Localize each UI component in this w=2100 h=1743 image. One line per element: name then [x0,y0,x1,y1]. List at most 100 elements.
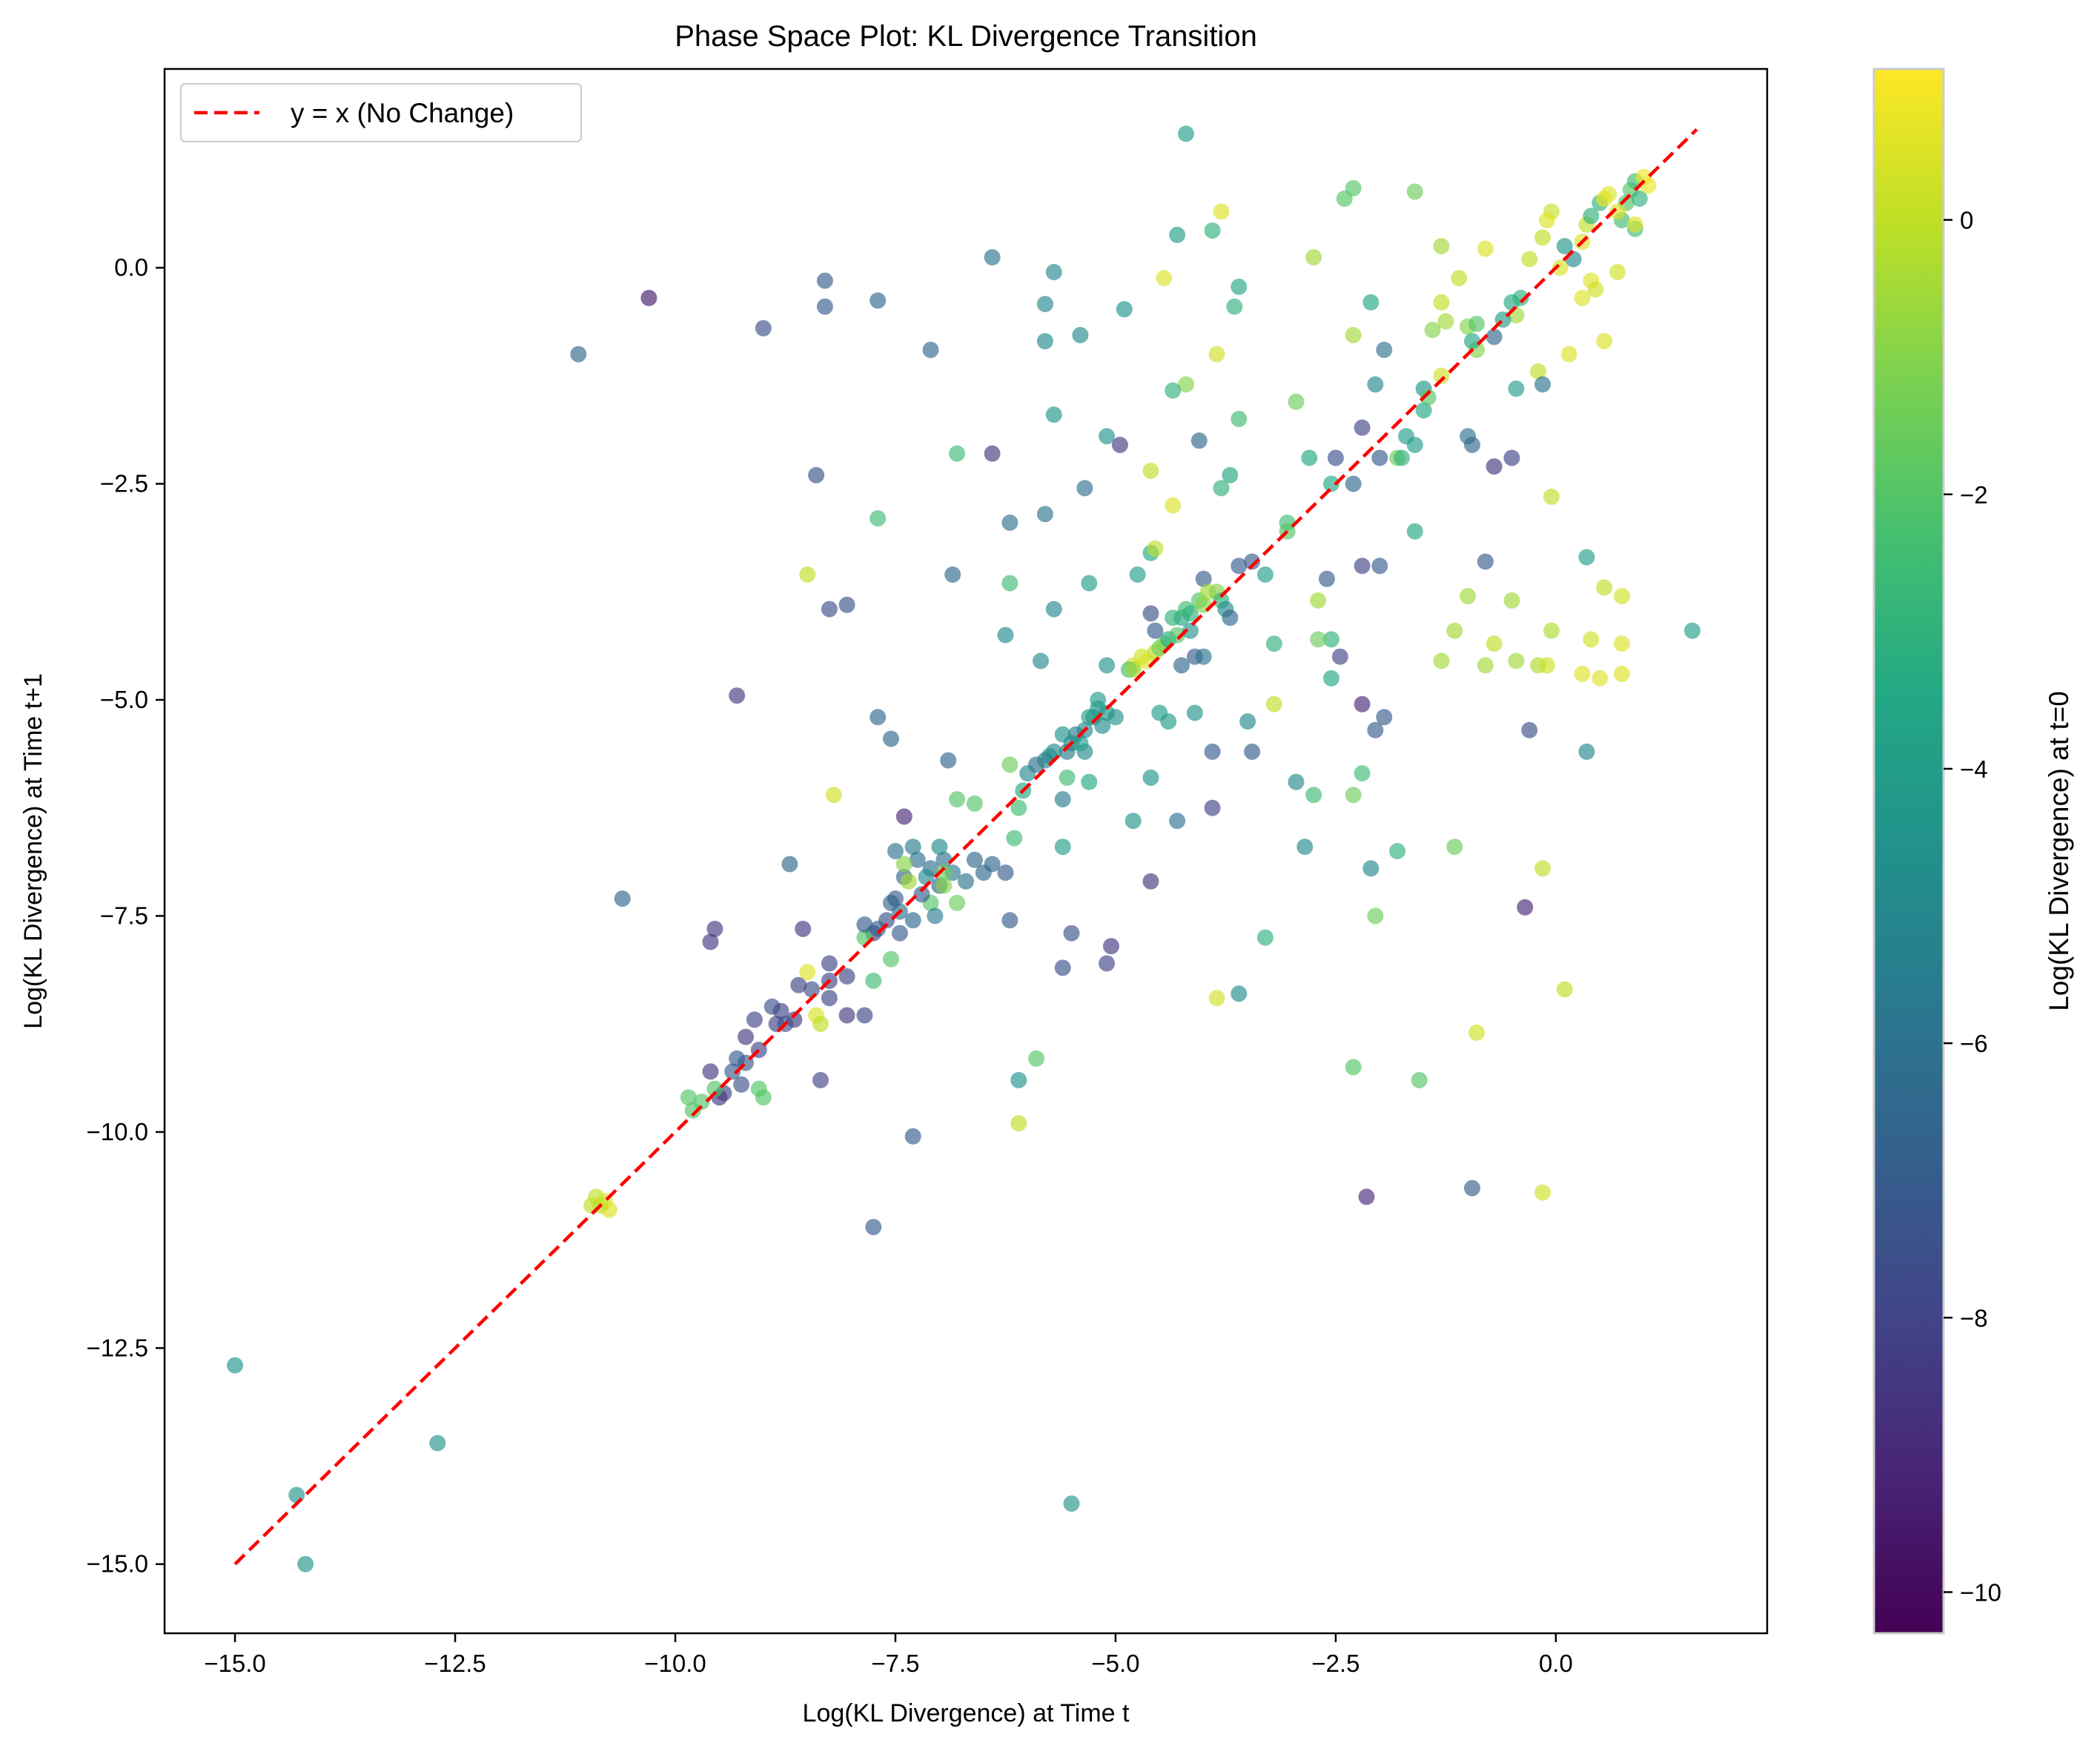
scatter-point [1054,726,1071,743]
scatter-point [1583,631,1600,648]
scatter-point [1165,497,1182,514]
scatter-point [1045,406,1062,423]
scatter-point [1362,860,1379,877]
scatter-point [1451,270,1468,287]
scatter-point [1354,419,1371,436]
scatter-point [812,1071,829,1088]
scatter-point [1358,1188,1375,1205]
scatter-point [997,626,1014,644]
scatter-point [891,925,908,942]
scatter-point [1081,575,1098,592]
scatter-point [1063,925,1080,942]
scatter-point [966,795,983,812]
scatter-point [1534,229,1551,246]
scatter-point [1551,259,1569,277]
scatter-point [870,292,887,309]
x-axis-label: Log(KL Divergence) at Time t [803,1699,1130,1727]
scatter-point [1001,515,1018,531]
scatter-point [1600,186,1617,202]
scatter-point [913,886,930,903]
scatter-point [1543,622,1560,639]
scatter-point [900,873,917,890]
scatter-point [746,1011,763,1028]
scatter-point [1081,709,1098,726]
scatter-point [825,787,842,804]
scatter-point [1345,475,1362,492]
scatter-point [1111,437,1128,454]
scatter-point [1367,721,1384,738]
scatter-point [1512,289,1529,306]
scatter-point [729,687,746,704]
scatter-point [640,289,658,306]
scatter-point [958,873,974,890]
scatter-point [895,808,912,825]
scatter-point [1578,743,1595,760]
scatter-point [1081,773,1098,790]
scatter-point [297,1555,314,1572]
scatter-point [1173,657,1190,674]
scatter-point [865,972,882,989]
scatter-point [1169,813,1186,830]
scatter-point [1614,588,1630,605]
scatter-point [288,1486,305,1504]
scatter-point [1420,389,1437,406]
scatter-point [1626,216,1643,233]
y-tick-label: −5.0 [100,686,148,713]
scatter-point [1319,570,1335,587]
scatter-point [1574,289,1591,306]
scatter-point [1036,506,1053,523]
scatter-point [1367,376,1384,393]
colorbar-ticks: 0 −2 −4 −6 −8 −10 [1944,207,2001,1606]
scatter-point [429,1435,446,1452]
scatter-point [1411,1071,1428,1088]
scatter-point [1142,769,1159,786]
scatter-point [904,912,921,929]
scatter-point [1001,912,1018,929]
scatter-point [1178,125,1194,142]
x-tick-label: −15.0 [204,1650,266,1677]
scatter-point [1376,341,1393,358]
x-tick-label: −12.5 [424,1650,486,1677]
scatter-point [931,839,948,856]
scatter-point [1530,363,1547,380]
scatter-point [1036,296,1053,313]
scatter-point [1036,333,1053,350]
scatter-point [614,890,631,907]
scatter-point [1371,558,1388,575]
scatter-point [949,894,966,911]
scatter-point [1460,588,1477,605]
scatter-point [1204,222,1221,239]
scatter-point [1076,480,1093,497]
colorbar-label: Log(KL Divergence) at t=0 [2044,691,2074,1011]
y-axis-ticks: −15.0 −12.5 −10.0 −7.5 −5.0 −2.5 0.0 [87,254,165,1578]
scatter-point [1406,523,1423,540]
scatter-point [918,869,935,885]
scatter-point [1169,626,1186,644]
scatter-point [1195,648,1212,665]
legend-entry-reference-line: y = x (No Change) [291,98,514,128]
scatter-point [1521,251,1538,268]
scatter-point [927,907,944,925]
scatter-point [781,856,798,873]
y-tick-label: −15.0 [87,1550,149,1578]
scatter-point [1296,839,1314,856]
scatter-point [1464,437,1480,454]
scatter-point [870,510,887,527]
scatter-point [795,920,812,937]
scatter-point [1156,270,1173,287]
scatter-point [984,249,1001,266]
scatter-point [1508,380,1525,397]
scatter-point [856,916,873,933]
scatter-point [1054,959,1071,976]
scatter-point [1534,1184,1551,1201]
scatter-point [1142,873,1159,890]
scatter-point [1054,791,1071,808]
scatter-point [1406,183,1423,200]
scatter-point [821,955,838,972]
scatter-point [1574,666,1591,682]
scatter-point [1583,208,1600,225]
scatter-point [944,566,961,583]
scatter-point [804,981,821,998]
scatter-point [1508,652,1525,669]
scatter-point [799,566,816,583]
